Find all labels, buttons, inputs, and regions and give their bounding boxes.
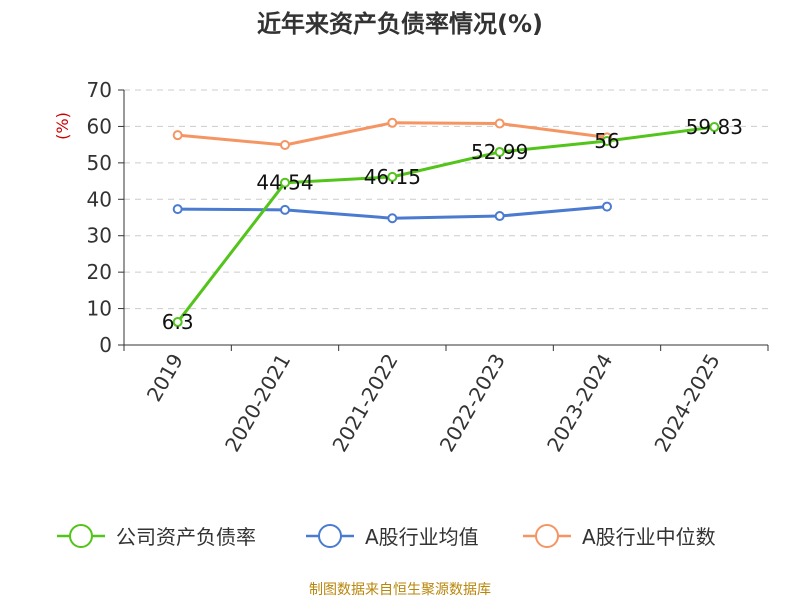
series-lines <box>172 117 720 328</box>
data-point <box>494 211 505 222</box>
legend-label: 公司资产负债率 <box>116 525 256 549</box>
x-tick-label: 2019 <box>142 350 188 406</box>
legend-item[interactable]: A股行业中位数 <box>523 524 716 549</box>
data-point <box>387 213 398 224</box>
chart-title: 近年来资产负债率情况(%) <box>257 10 543 38</box>
y-tick-label: 30 <box>87 224 112 248</box>
data-label: 59.83 <box>686 115 743 139</box>
legend-item[interactable]: 公司资产负债率 <box>57 524 256 549</box>
legend-marker-icon <box>69 524 93 548</box>
data-point <box>602 201 612 212</box>
x-tick-label: 2023-2024 <box>542 350 617 456</box>
legend-label: A股行业均值 <box>365 525 479 549</box>
y-tick-label: 10 <box>87 297 112 321</box>
x-tick-label: 2024-2025 <box>649 350 724 456</box>
legend: 公司资产负债率 A股行业均值 A股行业中位数 <box>57 524 716 549</box>
y-axis-unit-label: (%) <box>53 112 72 140</box>
data-point <box>602 136 612 146</box>
y-tick-label: 50 <box>87 151 112 175</box>
data-point <box>387 117 398 128</box>
data-label: 56 <box>594 129 619 153</box>
data-point <box>172 317 183 328</box>
data-point <box>494 146 505 157</box>
y-tick-label: 70 <box>87 78 112 102</box>
data-point <box>172 130 183 141</box>
data-label: 44.54 <box>256 171 313 195</box>
data-point <box>387 171 398 182</box>
data-labels: 6.3 44.54 46.15 52.99 56 59.83 <box>162 115 743 334</box>
data-label: 52.99 <box>471 140 528 164</box>
data-point <box>709 122 720 133</box>
y-tick-label: 20 <box>87 260 112 284</box>
data-point <box>280 204 290 215</box>
data-point <box>172 204 183 215</box>
legend-marker-icon <box>535 524 559 548</box>
data-label: 46.15 <box>364 165 421 189</box>
legend-label: A股行业中位数 <box>582 525 716 549</box>
legend-item[interactable]: A股行业均值 <box>306 524 479 549</box>
x-tick-label: 2021-2022 <box>327 350 402 456</box>
data-label: 6.3 <box>162 310 194 334</box>
y-tick-label: 40 <box>87 187 112 211</box>
data-point <box>494 118 505 129</box>
data-point <box>280 140 290 151</box>
series-line <box>176 125 715 323</box>
x-tick-label: 2022-2023 <box>435 350 510 456</box>
y-tick-label: 60 <box>87 114 112 138</box>
x-tick-label: 2020-2021 <box>220 350 295 456</box>
data-source-footer: 制图数据来自恒生聚源数据库 <box>309 582 491 598</box>
data-point <box>280 177 290 188</box>
legend-marker-icon <box>318 524 342 548</box>
y-tick-label: 0 <box>99 333 112 357</box>
grid-lines <box>124 89 768 310</box>
